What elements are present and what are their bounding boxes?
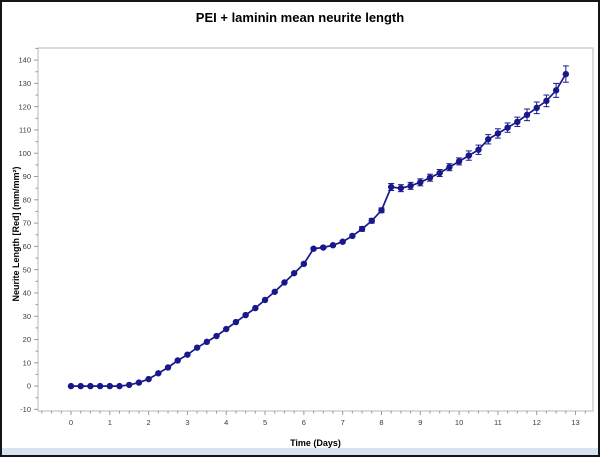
y-tick-label: 30	[23, 312, 31, 321]
chart-title: PEI + laminin mean neurite length	[195, 10, 405, 25]
y-tick-label: 140	[18, 56, 31, 65]
y-tick-label: 80	[23, 195, 31, 204]
x-tick-label: 8	[379, 418, 383, 427]
x-axis: 0 1 2 3 4 5 6 7 8 9 10 11 12 13	[41, 411, 586, 427]
x-tick-label: 1	[108, 418, 112, 427]
y-tick-label: 10	[23, 358, 31, 367]
x-tick-label: 12	[533, 418, 541, 427]
y-axis: -10 0 10 20 30 40 50 60 70 80 90 100 110 120 130 140	[18, 47, 38, 414]
y-tick-label: 90	[23, 172, 31, 181]
y-tick-label: 130	[18, 79, 31, 88]
x-tick-label: 4	[224, 418, 228, 427]
series-markers	[67, 70, 570, 390]
x-tick-label: 6	[302, 418, 306, 427]
y-tick-label: 50	[23, 265, 31, 274]
y-tick-label: 40	[23, 289, 31, 298]
y-tick-label: 120	[18, 102, 31, 111]
y-tick-label: -10	[20, 405, 31, 414]
x-tick-label: 5	[263, 418, 267, 427]
series-line	[71, 73, 567, 387]
x-tick-label: 2	[147, 418, 151, 427]
x-tick-label: 11	[494, 418, 502, 427]
bottom-strip	[2, 448, 598, 455]
x-tick-label: 10	[455, 418, 463, 427]
x-tick-label: 13	[571, 418, 579, 427]
x-tick-label: 0	[69, 418, 73, 427]
x-tick-label: 3	[185, 418, 189, 427]
y-tick-label: 100	[18, 149, 31, 158]
x-axis-title: Time (Days)	[290, 438, 341, 448]
x-tick-label: 7	[341, 418, 345, 427]
y-tick-label: 20	[23, 335, 31, 344]
y-tick-label: 0	[27, 382, 31, 391]
y-tick-label: 60	[23, 242, 31, 251]
y-tick-label: 110	[19, 126, 31, 135]
y-tick-label: 70	[23, 219, 31, 228]
plot-frame	[37, 47, 594, 412]
x-tick-label: 9	[418, 418, 422, 427]
